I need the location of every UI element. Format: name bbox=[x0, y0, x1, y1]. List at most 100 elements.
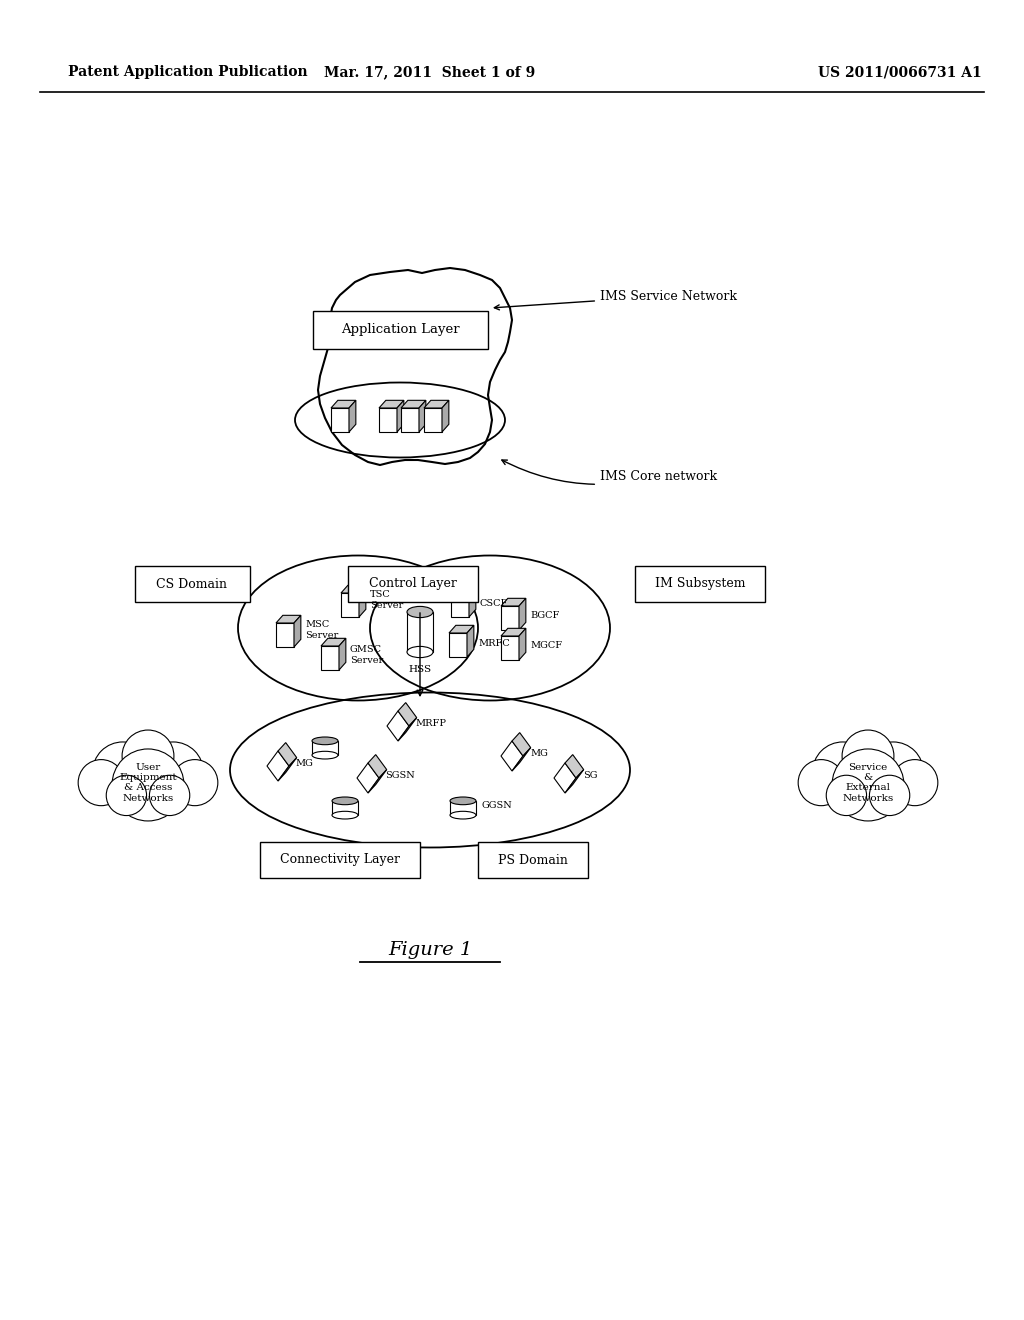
Polygon shape bbox=[501, 606, 519, 630]
Polygon shape bbox=[368, 770, 387, 793]
Circle shape bbox=[869, 775, 909, 816]
Polygon shape bbox=[339, 639, 346, 671]
Polygon shape bbox=[359, 585, 366, 616]
Text: Mar. 17, 2011  Sheet 1 of 9: Mar. 17, 2011 Sheet 1 of 9 bbox=[325, 65, 536, 79]
Text: MG: MG bbox=[295, 759, 313, 768]
Text: PS Domain: PS Domain bbox=[498, 854, 568, 866]
Polygon shape bbox=[379, 408, 397, 432]
Polygon shape bbox=[449, 626, 474, 634]
Text: GGSN: GGSN bbox=[482, 801, 513, 810]
Polygon shape bbox=[424, 400, 449, 408]
Text: Figure 1: Figure 1 bbox=[388, 941, 472, 960]
Polygon shape bbox=[565, 755, 584, 777]
FancyBboxPatch shape bbox=[348, 566, 478, 602]
Circle shape bbox=[150, 775, 189, 816]
Polygon shape bbox=[368, 755, 387, 777]
Text: Control Layer: Control Layer bbox=[369, 578, 457, 590]
Text: SG: SG bbox=[583, 771, 597, 780]
Polygon shape bbox=[397, 400, 403, 432]
Polygon shape bbox=[278, 743, 297, 766]
Polygon shape bbox=[501, 598, 526, 606]
Polygon shape bbox=[321, 639, 346, 645]
Circle shape bbox=[112, 748, 184, 821]
Polygon shape bbox=[419, 400, 426, 432]
Text: MRFC: MRFC bbox=[478, 639, 510, 648]
FancyBboxPatch shape bbox=[478, 842, 588, 878]
Circle shape bbox=[863, 742, 924, 803]
Text: Service
&
External
Networks: Service & External Networks bbox=[843, 763, 894, 803]
Text: Patent Application Publication: Patent Application Publication bbox=[68, 65, 307, 79]
Polygon shape bbox=[387, 711, 409, 741]
Polygon shape bbox=[331, 408, 349, 432]
Polygon shape bbox=[512, 733, 530, 756]
Polygon shape bbox=[278, 758, 297, 781]
Polygon shape bbox=[331, 400, 356, 408]
Text: MRFP: MRFP bbox=[415, 719, 446, 729]
Polygon shape bbox=[267, 751, 289, 781]
Ellipse shape bbox=[450, 812, 476, 818]
Text: US 2011/0066731 A1: US 2011/0066731 A1 bbox=[818, 65, 982, 79]
Polygon shape bbox=[424, 408, 442, 432]
Text: IMS Core network: IMS Core network bbox=[502, 459, 717, 484]
Circle shape bbox=[831, 748, 904, 821]
Ellipse shape bbox=[312, 737, 338, 744]
Polygon shape bbox=[341, 585, 366, 593]
Text: CS Domain: CS Domain bbox=[157, 578, 227, 590]
Ellipse shape bbox=[332, 797, 358, 805]
Ellipse shape bbox=[407, 647, 433, 657]
Circle shape bbox=[78, 759, 124, 805]
FancyBboxPatch shape bbox=[260, 842, 420, 878]
Text: IM Subsystem: IM Subsystem bbox=[654, 578, 745, 590]
Polygon shape bbox=[519, 598, 526, 630]
Polygon shape bbox=[401, 400, 426, 408]
Text: GMSC
Server: GMSC Server bbox=[350, 645, 383, 665]
Polygon shape bbox=[276, 623, 294, 647]
Text: User
Equipment
& Access
Networks: User Equipment & Access Networks bbox=[119, 763, 177, 803]
Circle shape bbox=[106, 775, 146, 816]
FancyBboxPatch shape bbox=[134, 566, 250, 602]
Text: Connectivity Layer: Connectivity Layer bbox=[280, 854, 400, 866]
Polygon shape bbox=[401, 408, 419, 432]
Circle shape bbox=[842, 730, 894, 781]
Text: SGSN: SGSN bbox=[385, 771, 415, 780]
Circle shape bbox=[122, 730, 174, 781]
Polygon shape bbox=[512, 747, 530, 771]
Text: CSCF: CSCF bbox=[480, 598, 508, 607]
Polygon shape bbox=[312, 741, 338, 755]
Polygon shape bbox=[442, 400, 449, 432]
Ellipse shape bbox=[312, 751, 338, 759]
Text: MGCF: MGCF bbox=[530, 642, 562, 651]
Circle shape bbox=[798, 759, 844, 805]
Text: MG: MG bbox=[530, 750, 548, 759]
Polygon shape bbox=[501, 628, 526, 636]
Text: BGCF: BGCF bbox=[530, 611, 559, 620]
FancyBboxPatch shape bbox=[635, 566, 765, 602]
Polygon shape bbox=[554, 763, 575, 793]
Text: HSS: HSS bbox=[409, 665, 431, 675]
Text: MSC
Server: MSC Server bbox=[305, 620, 338, 640]
Polygon shape bbox=[349, 400, 356, 432]
Circle shape bbox=[826, 775, 866, 816]
Circle shape bbox=[813, 742, 873, 803]
Circle shape bbox=[92, 742, 153, 803]
Polygon shape bbox=[407, 612, 433, 652]
Polygon shape bbox=[467, 626, 474, 657]
Circle shape bbox=[143, 742, 204, 803]
Polygon shape bbox=[451, 593, 469, 616]
Ellipse shape bbox=[450, 797, 476, 805]
Polygon shape bbox=[318, 268, 512, 465]
Polygon shape bbox=[398, 718, 417, 741]
Polygon shape bbox=[501, 636, 519, 660]
Polygon shape bbox=[321, 645, 339, 671]
Polygon shape bbox=[276, 615, 301, 623]
Polygon shape bbox=[332, 801, 358, 816]
Polygon shape bbox=[294, 615, 301, 647]
Text: Application Layer: Application Layer bbox=[341, 323, 460, 337]
Polygon shape bbox=[450, 801, 476, 816]
Polygon shape bbox=[357, 763, 379, 793]
Polygon shape bbox=[449, 634, 467, 657]
Polygon shape bbox=[469, 585, 476, 616]
Ellipse shape bbox=[407, 606, 433, 618]
Circle shape bbox=[892, 759, 938, 805]
Polygon shape bbox=[565, 770, 584, 793]
